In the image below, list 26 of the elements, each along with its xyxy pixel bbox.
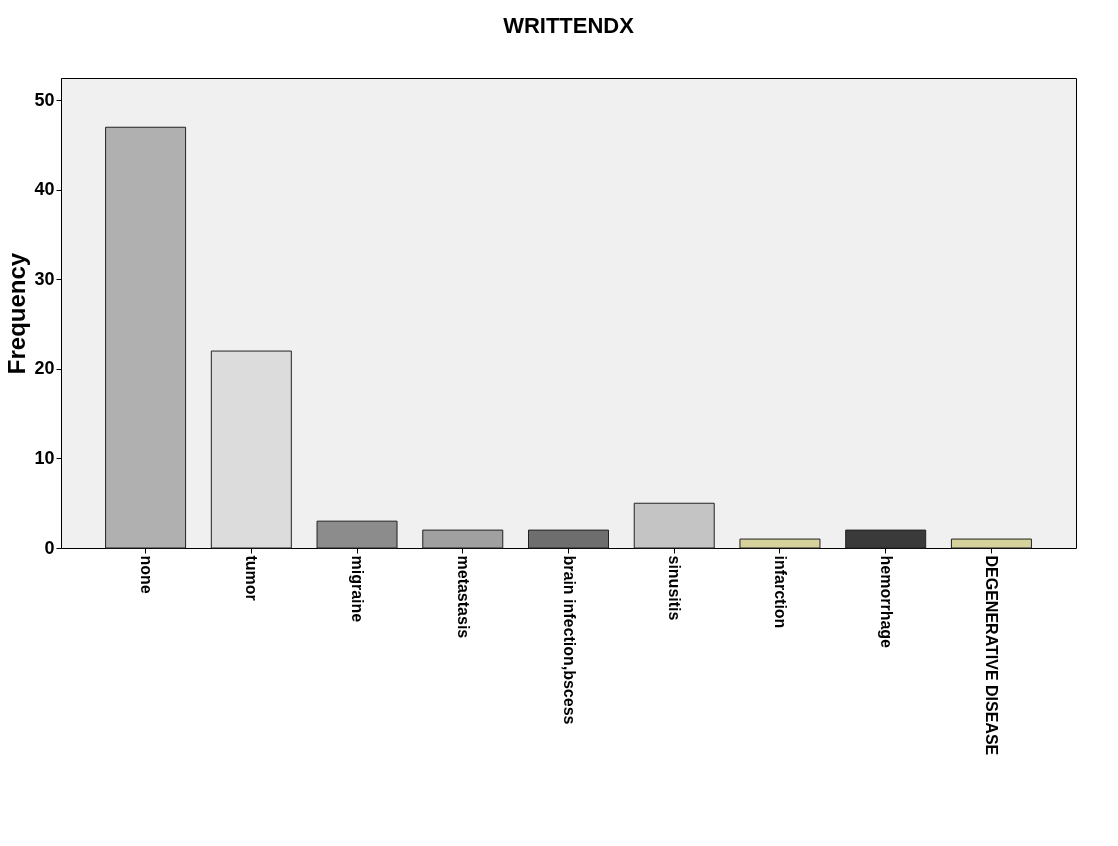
x-tick-label: brain infection,bscess	[560, 555, 578, 725]
y-axis-title: Frequency	[3, 252, 31, 375]
bar	[845, 529, 927, 549]
y-tick-label: 50	[34, 89, 55, 110]
y-tick-label: 20	[34, 358, 55, 379]
x-tick-label: tumor	[243, 555, 261, 601]
bar	[316, 520, 398, 549]
x-tick-label: sinusitis	[666, 555, 684, 621]
x-tick-label: none	[137, 555, 155, 594]
bar	[528, 529, 609, 549]
chart-title: WRITTENDX	[503, 13, 635, 38]
bar	[950, 538, 1032, 549]
x-tick-label: hemorrhage	[877, 555, 895, 649]
x-tick-label: metastasis	[454, 555, 472, 639]
bar	[739, 538, 821, 549]
y-tick-label: 0	[44, 537, 55, 558]
bar	[105, 126, 187, 549]
x-tick-label: infarction	[771, 555, 789, 629]
y-tick-label: 30	[34, 268, 55, 289]
y-tick-label: 40	[34, 179, 55, 200]
bar	[422, 529, 504, 549]
bar	[633, 502, 715, 549]
y-tick-label: 10	[34, 447, 55, 468]
x-tick-label: DEGENERATIVE DISEASE	[983, 555, 1001, 756]
bar	[210, 350, 292, 549]
x-tick-label: migraine	[349, 555, 367, 623]
